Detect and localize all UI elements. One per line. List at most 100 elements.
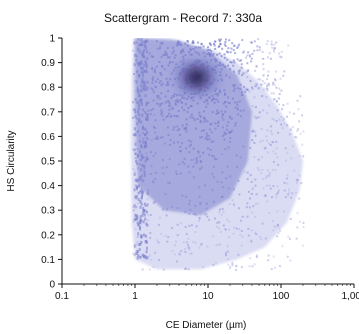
- density-speck: [142, 68, 145, 71]
- density-speck: [212, 98, 215, 100]
- density-speck: [165, 141, 168, 144]
- density-speck: [243, 170, 246, 173]
- density-speck: [184, 42, 187, 45]
- density-speck: [153, 70, 156, 73]
- density-speck: [229, 140, 232, 143]
- density-speck: [181, 124, 184, 127]
- density-speck: [179, 208, 182, 211]
- density-speck: [237, 45, 240, 48]
- density-speck: [260, 172, 263, 175]
- density-speck: [228, 203, 231, 205]
- density-speck: [165, 77, 168, 80]
- density-speck: [134, 217, 137, 221]
- density-speck: [155, 40, 158, 43]
- density-speck: [176, 99, 179, 102]
- density-speck: [266, 151, 269, 154]
- density-speck: [211, 172, 214, 175]
- density-speck: [218, 221, 221, 224]
- density-speck: [141, 213, 144, 217]
- density-speck: [277, 232, 280, 235]
- density-speck: [161, 102, 164, 105]
- density-speck: [276, 210, 279, 213]
- density-speck: [146, 41, 149, 44]
- density-speck: [278, 93, 281, 95]
- density-speck: [135, 41, 138, 44]
- density-speck: [211, 235, 214, 238]
- density-speck: [137, 90, 140, 94]
- density-speck: [141, 74, 144, 78]
- density-speck: [225, 74, 228, 77]
- density-speck: [222, 63, 224, 66]
- density-speck: [257, 38, 260, 41]
- density-speck: [248, 265, 251, 268]
- density-speck: [164, 53, 167, 56]
- density-speck: [274, 152, 277, 155]
- density-speck: [302, 155, 305, 158]
- density-speck: [260, 83, 263, 86]
- y-tick-label: 0.1: [41, 255, 55, 266]
- density-speck: [160, 84, 163, 87]
- density-speck: [131, 49, 134, 52]
- density-speck: [134, 110, 137, 114]
- density-speck: [142, 220, 145, 224]
- density-speck: [267, 82, 270, 85]
- density-speck: [214, 217, 216, 220]
- density-speck: [139, 243, 142, 246]
- density-speck: [135, 242, 138, 245]
- density-speck: [190, 159, 193, 161]
- density-speck: [207, 46, 209, 49]
- density-speck: [241, 39, 244, 41]
- density-speck: [221, 79, 224, 82]
- density-speck: [185, 130, 188, 133]
- density-speck: [140, 38, 143, 42]
- density-speck: [217, 100, 220, 103]
- density-speck: [272, 255, 275, 258]
- density-speck: [143, 70, 145, 73]
- density-speck: [150, 56, 153, 59]
- density-speck: [287, 235, 290, 238]
- density-speck: [265, 135, 268, 138]
- density-speck: [280, 89, 283, 92]
- density-speck: [155, 147, 158, 150]
- density-speck: [178, 93, 181, 96]
- density-speck: [262, 63, 265, 66]
- density-speck: [215, 112, 218, 115]
- density-speck: [161, 174, 164, 177]
- density-speck: [165, 52, 168, 55]
- density-speck: [244, 124, 247, 127]
- density-speck: [143, 84, 145, 87]
- density-speck: [224, 41, 227, 44]
- density-speck: [215, 262, 218, 265]
- density-speck: [138, 47, 140, 50]
- density-speck: [260, 127, 263, 130]
- density-speck: [213, 57, 216, 60]
- density-speck: [156, 96, 159, 99]
- density-speck: [265, 96, 268, 98]
- density-speck: [240, 151, 243, 154]
- density-speck: [266, 111, 269, 114]
- density-speck: [240, 91, 243, 94]
- density-speck: [219, 71, 222, 74]
- density-speck: [218, 227, 221, 230]
- density-speck: [132, 116, 134, 119]
- density-speck: [250, 192, 253, 195]
- density-speck: [223, 53, 226, 56]
- density-speck: [264, 237, 267, 240]
- density-speck: [159, 97, 162, 100]
- density-speck: [224, 38, 227, 41]
- density-speck: [170, 115, 173, 118]
- density-speck: [199, 203, 202, 206]
- density-speck: [205, 132, 208, 135]
- density-speck: [137, 62, 140, 66]
- density-speck: [210, 122, 213, 125]
- density-speck: [235, 227, 238, 230]
- density-speck: [134, 53, 137, 57]
- density-speck: [296, 181, 298, 184]
- density-speck: [241, 166, 244, 169]
- density-speck: [205, 106, 208, 108]
- density-speck: [223, 89, 226, 92]
- density-speck: [135, 179, 138, 183]
- density-speck: [140, 188, 143, 192]
- density-speck: [300, 182, 303, 185]
- density-speck: [198, 111, 201, 114]
